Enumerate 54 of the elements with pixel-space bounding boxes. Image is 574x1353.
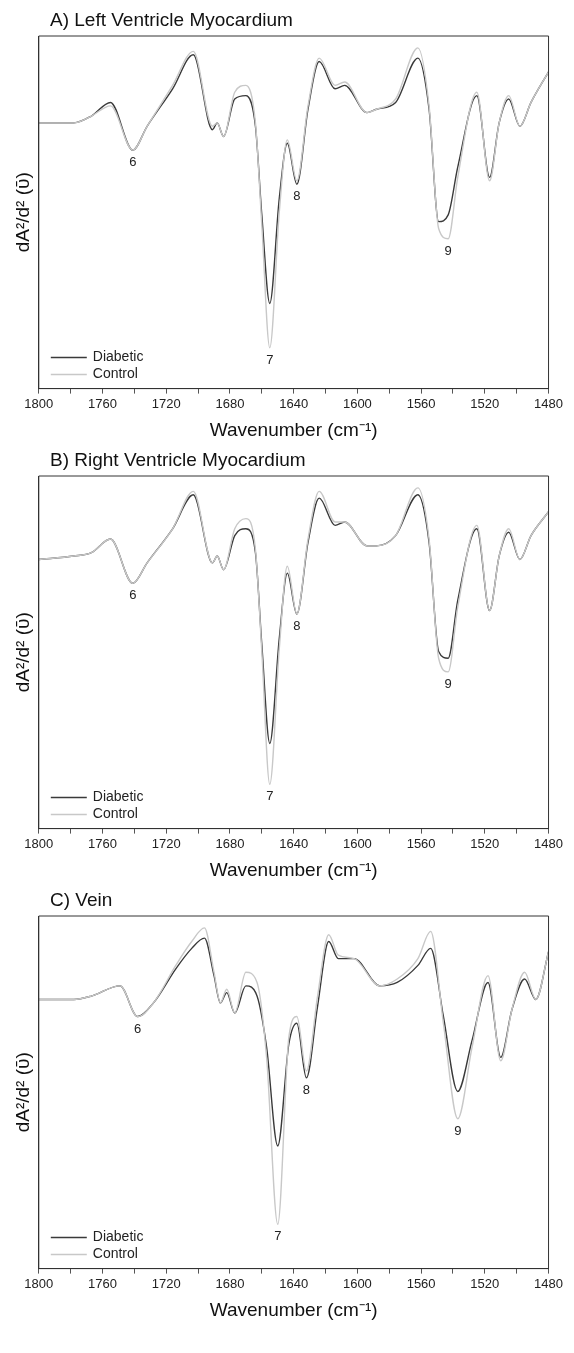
x-tick-label: 1640 bbox=[279, 835, 309, 851]
annotation: 9 bbox=[444, 675, 452, 691]
x-tick-label: 1680 bbox=[215, 835, 245, 851]
annotation: 8 bbox=[302, 1081, 311, 1097]
x-tick-label: 1680 bbox=[215, 395, 245, 411]
x-tick-label: 1760 bbox=[88, 395, 117, 411]
annotation: 6 bbox=[129, 587, 137, 603]
x-tick-label: 1760 bbox=[88, 835, 117, 851]
annotation: 6 bbox=[133, 1020, 142, 1036]
annotation: 7 bbox=[266, 788, 274, 804]
x-tick-label: 1720 bbox=[151, 395, 181, 411]
legend-label: Control bbox=[92, 805, 138, 822]
x-tick-label: 1560 bbox=[406, 395, 436, 411]
x-tick-label: 1720 bbox=[151, 835, 181, 851]
x-axis-title: Wavenumber (cm⁻¹) bbox=[209, 1298, 378, 1320]
x-tick-label: 1800 bbox=[24, 835, 54, 851]
annotation: 8 bbox=[293, 188, 301, 204]
x-tick-label: 1640 bbox=[279, 395, 309, 411]
x-tick-label: 1520 bbox=[470, 1275, 500, 1291]
x-tick-label: 1520 bbox=[470, 395, 500, 411]
x-tick-label: 1760 bbox=[88, 1275, 117, 1291]
x-tick-label: 1480 bbox=[534, 835, 563, 851]
annotation: 9 bbox=[454, 1122, 462, 1138]
x-tick-label: 1720 bbox=[151, 1275, 181, 1291]
legend-label: Control bbox=[92, 365, 138, 382]
x-tick-label: 1600 bbox=[342, 395, 372, 411]
legend-label: Diabetic bbox=[92, 348, 144, 365]
annotation: 9 bbox=[444, 242, 452, 258]
y-axis-title: dA²/d² (ῡ) bbox=[11, 172, 33, 253]
chart-title: A) Left Ventricle Myocardium bbox=[49, 8, 294, 32]
x-tick-label: 1680 bbox=[215, 1275, 245, 1291]
annotation: 8 bbox=[293, 618, 301, 634]
x-axis-title: Wavenumber (cm⁻¹) bbox=[209, 418, 378, 440]
legend-label: Diabetic bbox=[92, 788, 144, 805]
y-axis-title: dA²/d² (ῡ) bbox=[11, 612, 33, 693]
x-tick-label: 1480 bbox=[534, 1275, 563, 1291]
x-tick-label: 1560 bbox=[406, 835, 436, 851]
legend-label: Diabetic bbox=[92, 1228, 144, 1245]
x-tick-label: 1640 bbox=[279, 1275, 309, 1291]
x-tick-label: 1800 bbox=[24, 1275, 54, 1291]
annotation: 7 bbox=[274, 1228, 282, 1244]
annotation: 6 bbox=[129, 154, 137, 170]
chart-title: B) Right Ventricle Myocardium bbox=[49, 448, 307, 472]
x-tick-label: 1800 bbox=[24, 395, 54, 411]
annotation: 7 bbox=[266, 351, 274, 367]
x-axis-title: Wavenumber (cm⁻¹) bbox=[209, 858, 378, 880]
legend-label: Control bbox=[92, 1245, 138, 1262]
chart-title: C) Vein bbox=[49, 888, 114, 912]
x-tick-label: 1520 bbox=[470, 835, 500, 851]
x-tick-label: 1600 bbox=[342, 835, 372, 851]
x-tick-label: 1480 bbox=[534, 395, 563, 411]
y-axis-title: dA²/d² (ῡ) bbox=[11, 1052, 33, 1133]
x-tick-label: 1600 bbox=[342, 1275, 372, 1291]
x-tick-label: 1560 bbox=[406, 1275, 436, 1291]
